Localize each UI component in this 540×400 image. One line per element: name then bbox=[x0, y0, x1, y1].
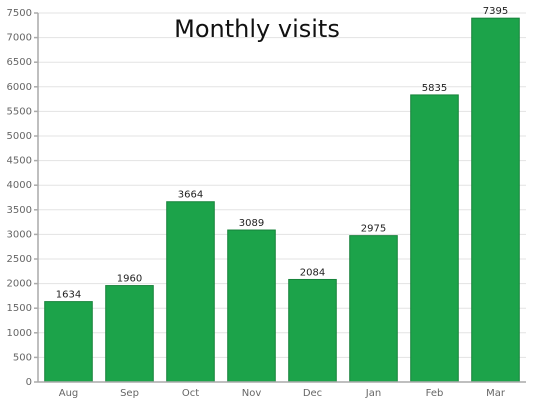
y-tick-label: 1000 bbox=[7, 328, 32, 339]
y-tick-label: 7500 bbox=[7, 8, 32, 19]
y-tick-label: 5000 bbox=[7, 131, 32, 142]
x-tick-label: Oct bbox=[182, 388, 199, 399]
x-tick-label: Mar bbox=[486, 388, 506, 399]
value-label: 1960 bbox=[117, 274, 142, 285]
value-label: 3089 bbox=[239, 218, 264, 229]
y-tick-label: 4500 bbox=[7, 156, 32, 167]
y-tick-label: 3000 bbox=[7, 229, 32, 240]
y-tick-label: 6000 bbox=[7, 82, 32, 93]
bar bbox=[471, 17, 520, 383]
bar bbox=[410, 94, 459, 383]
y-tick-label: 5500 bbox=[7, 106, 32, 117]
x-tick-label: Jan bbox=[365, 388, 381, 399]
value-label: 2084 bbox=[300, 267, 325, 278]
value-label: 5835 bbox=[422, 83, 447, 94]
y-tick-label: 0 bbox=[26, 377, 32, 388]
x-tick-label: Dec bbox=[303, 388, 322, 399]
x-tick-label: Sep bbox=[120, 388, 139, 399]
y-tick-label: 500 bbox=[13, 352, 32, 363]
x-tick-label: Feb bbox=[426, 388, 444, 399]
bar bbox=[166, 201, 215, 383]
y-tick-label: 1500 bbox=[7, 303, 32, 314]
bar bbox=[105, 285, 154, 383]
bar bbox=[288, 278, 337, 383]
chart-title: Monthly visits bbox=[174, 15, 340, 43]
y-tick-label: 2000 bbox=[7, 279, 32, 290]
value-label: 7395 bbox=[483, 6, 508, 17]
bar bbox=[44, 301, 93, 383]
y-tick-label: 6500 bbox=[7, 57, 32, 68]
value-label: 2975 bbox=[361, 224, 386, 235]
value-label: 3664 bbox=[178, 190, 203, 201]
bar bbox=[227, 229, 276, 383]
y-tick-label: 4000 bbox=[7, 180, 32, 191]
value-label: 1634 bbox=[56, 290, 81, 301]
bar bbox=[349, 235, 398, 383]
y-tick-label: 7000 bbox=[7, 33, 32, 44]
y-tick-label: 2500 bbox=[7, 254, 32, 265]
x-tick-label: Aug bbox=[59, 388, 79, 399]
x-tick-label: Nov bbox=[242, 388, 262, 399]
y-tick-label: 3500 bbox=[7, 205, 32, 216]
